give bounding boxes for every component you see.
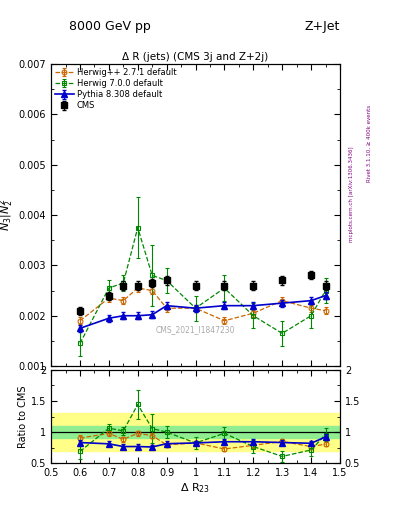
Title: Δ R (jets) (CMS 3j and Z+2j): Δ R (jets) (CMS 3j and Z+2j) (122, 52, 269, 62)
Text: Rivet 3.1.10, ≥ 400k events: Rivet 3.1.10, ≥ 400k events (367, 105, 372, 182)
Bar (51, 426, 340, 438)
Y-axis label: $N_3|N_2^2$: $N_3|N_2^2$ (0, 199, 16, 231)
Text: Z+Jet: Z+Jet (305, 20, 340, 33)
X-axis label: Δ R$_{23}$: Δ R$_{23}$ (180, 481, 211, 495)
Legend: Herwig++ 2.7.1 default, Herwig 7.0.0 default, Pythia 8.308 default, CMS: Herwig++ 2.7.1 default, Herwig 7.0.0 def… (53, 67, 178, 112)
Bar (51, 413, 340, 451)
Text: 8000 GeV pp: 8000 GeV pp (69, 20, 151, 33)
Y-axis label: Ratio to CMS: Ratio to CMS (18, 385, 28, 448)
Text: CMS_2021_I1847230: CMS_2021_I1847230 (156, 325, 235, 334)
Text: mcplots.cern.ch [arXiv:1306.3436]: mcplots.cern.ch [arXiv:1306.3436] (349, 147, 354, 242)
